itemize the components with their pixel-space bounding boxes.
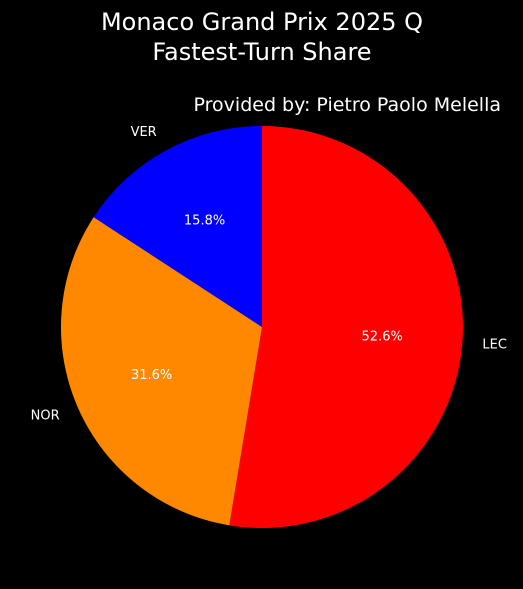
slice-percent-nor: 31.6%: [131, 368, 172, 383]
pie-slices: [61, 125, 464, 528]
pie-slice-nor: [61, 217, 263, 526]
slice-label-nor: NOR: [31, 409, 60, 424]
pie-slice-ver: [93, 125, 262, 327]
slice-label-ver: VER: [131, 125, 157, 140]
chart-title-line-2: Fastest-Turn Share: [152, 38, 371, 66]
pie-labels: LEC 52.6% NOR 31.6% VER 15.8%: [31, 125, 507, 423]
chart-subtitle: Provided by: Pietro Paolo Melella: [194, 94, 501, 116]
chart-title-line-1: Monaco Grand Prix 2025 Q: [101, 8, 423, 36]
slice-percent-lec: 52.6%: [362, 329, 403, 344]
slice-label-lec: LEC: [482, 338, 507, 353]
slice-percent-ver: 15.8%: [184, 213, 225, 228]
pie-slice-lec: [229, 126, 464, 528]
